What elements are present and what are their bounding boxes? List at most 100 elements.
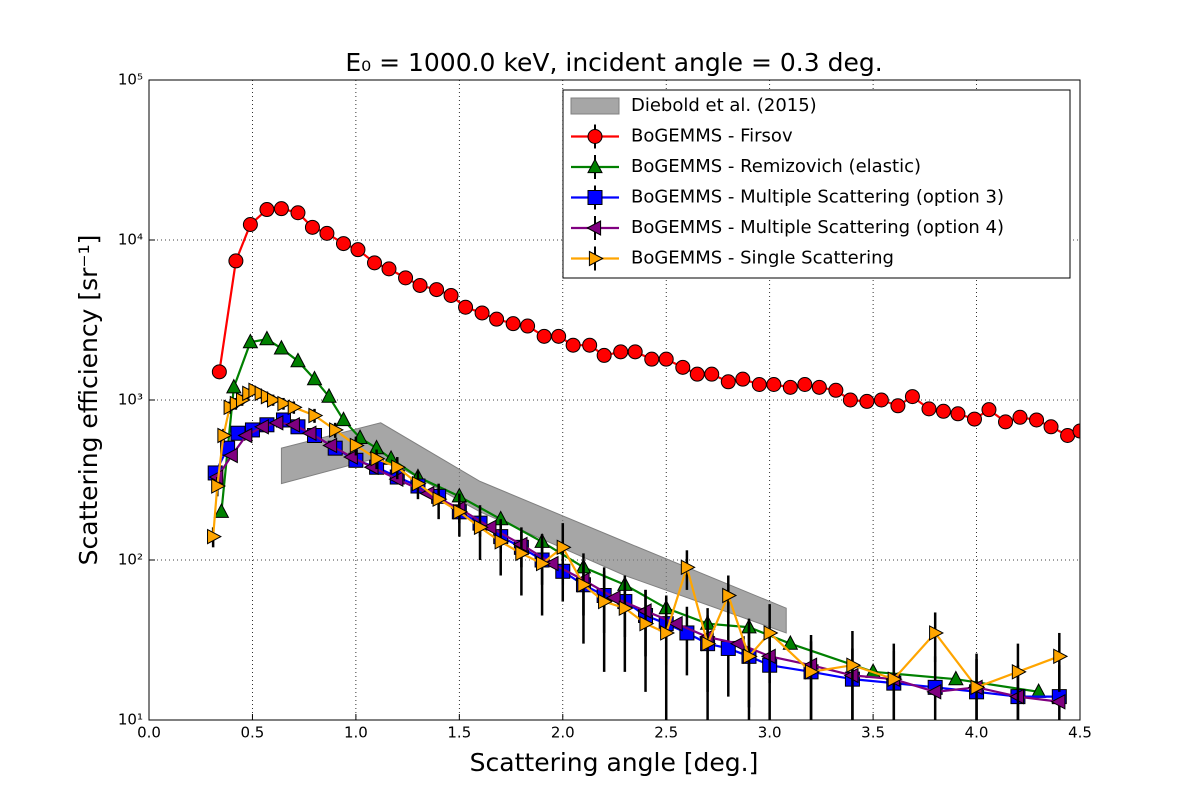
marker xyxy=(704,366,720,382)
marker xyxy=(350,242,366,258)
series xyxy=(208,414,1066,710)
x-tick-label: 3.0 xyxy=(758,724,782,742)
marker xyxy=(489,311,505,327)
marker xyxy=(474,305,490,321)
marker xyxy=(890,398,906,414)
marker xyxy=(680,559,696,576)
marker xyxy=(520,318,536,334)
marker xyxy=(242,216,258,232)
marker xyxy=(335,411,352,427)
x-tick-label: 3.5 xyxy=(861,724,885,742)
marker xyxy=(411,475,427,492)
legend-label: BoGEMMS - Firsov xyxy=(631,126,793,147)
marker xyxy=(970,679,986,696)
x-tick-label: 1.0 xyxy=(344,724,368,742)
marker xyxy=(828,382,844,398)
marker xyxy=(432,491,448,507)
legend-label: BoGEMMS - Multiple Scattering (option 4) xyxy=(631,217,1004,238)
marker xyxy=(207,528,222,545)
marker xyxy=(473,519,489,536)
marker xyxy=(536,328,552,344)
marker xyxy=(887,671,903,687)
legend-label: BoGEMMS - Remizovich (elastic) xyxy=(631,156,921,177)
marker xyxy=(237,427,253,444)
x-axis-label: Scattering angle [deg.] xyxy=(470,748,759,777)
marker xyxy=(391,459,407,476)
y-tick-label: 10² xyxy=(118,551,143,569)
marker xyxy=(222,447,238,464)
marker xyxy=(481,519,497,536)
plot-area xyxy=(207,201,1080,720)
y-axis-label: Scattering efficiency [sr⁻¹] xyxy=(74,235,103,566)
marker xyxy=(605,590,621,606)
marker xyxy=(613,344,629,360)
marker xyxy=(211,364,227,380)
marker xyxy=(735,371,751,387)
marker xyxy=(1043,419,1059,435)
marker xyxy=(811,379,827,395)
marker xyxy=(675,359,691,375)
marker xyxy=(742,648,758,665)
band xyxy=(280,422,787,634)
legend-label: BoGEMMS - Multiple Scattering (option 3) xyxy=(631,187,1004,208)
marker xyxy=(842,392,858,408)
marker xyxy=(596,347,612,363)
marker xyxy=(720,374,736,390)
marker xyxy=(494,533,510,550)
marker xyxy=(618,600,634,616)
marker xyxy=(535,555,551,572)
marker xyxy=(948,670,964,686)
marker xyxy=(306,370,323,386)
marker xyxy=(370,450,386,467)
marker xyxy=(751,376,767,392)
marker xyxy=(267,392,282,408)
marker xyxy=(277,395,293,412)
marker xyxy=(565,337,581,353)
x-tick-label: 2.5 xyxy=(654,724,678,742)
marker xyxy=(342,449,358,465)
marker xyxy=(308,407,324,424)
series xyxy=(211,201,1080,443)
marker xyxy=(301,425,317,442)
marker xyxy=(254,418,269,435)
marker xyxy=(701,635,717,652)
marker xyxy=(273,339,290,355)
marker xyxy=(259,330,275,346)
y-tick-label: 10⁴ xyxy=(118,231,143,249)
marker xyxy=(929,625,944,641)
legend: Diebold et al. (2015) BoGEMMS - Firsov BoG… xyxy=(562,89,1071,279)
x-tick-label: 4.5 xyxy=(1068,724,1092,742)
marker xyxy=(335,236,351,252)
marker xyxy=(268,414,284,431)
marker xyxy=(804,664,820,680)
marker xyxy=(582,337,598,353)
marker xyxy=(598,593,613,610)
marker xyxy=(1012,409,1028,425)
marker xyxy=(285,416,300,433)
marker xyxy=(543,555,559,572)
marker xyxy=(329,422,344,438)
marker xyxy=(429,282,445,298)
marker xyxy=(515,545,531,562)
marker xyxy=(766,376,782,392)
marker xyxy=(926,683,942,700)
marker xyxy=(846,657,862,674)
marker xyxy=(660,625,675,641)
marker xyxy=(763,625,779,641)
marker xyxy=(304,219,320,235)
marker xyxy=(587,158,603,174)
marker xyxy=(381,261,397,277)
series xyxy=(207,382,1069,720)
marker xyxy=(412,277,428,293)
marker xyxy=(458,299,474,315)
marker xyxy=(242,333,259,349)
marker xyxy=(290,352,306,368)
marker xyxy=(1050,693,1066,710)
marker xyxy=(1029,412,1045,428)
marker xyxy=(587,129,603,144)
marker xyxy=(349,437,365,454)
marker xyxy=(505,316,521,332)
marker xyxy=(873,392,889,408)
marker xyxy=(627,344,643,360)
marker xyxy=(658,351,674,367)
